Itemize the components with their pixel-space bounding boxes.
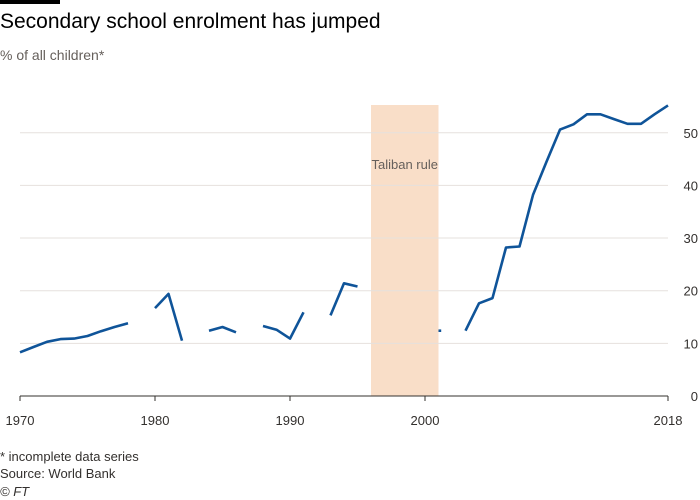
annotation-label: Taliban rule [372,157,439,172]
copyright-note: © FT [0,484,30,499]
x-tick-label: 2000 [411,413,440,428]
brand-bar [0,0,60,4]
y-tick-label: 50 [684,126,698,141]
chart-subtitle: % of all children* [0,47,105,63]
y-tick-label: 10 [684,336,698,351]
x-tick-label: 1970 [6,413,35,428]
series-line-segment [208,325,237,334]
y-tick-label: 0 [691,389,698,404]
series-line-segment [464,104,669,332]
x-tick-label: 1990 [276,413,305,428]
y-tick-label: 20 [684,284,698,299]
x-tick-label: 2018 [654,413,683,428]
series-line-segment [154,292,184,342]
y-tick-label: 40 [684,178,698,193]
taliban-rule-band [371,105,439,396]
x-tick-label: 1980 [141,413,170,428]
series-line-segment [262,311,305,340]
footnote: * incomplete data series [0,449,139,464]
series-line-segment [329,281,358,316]
chart-svg: 0 10 20 30 40 50 Taliban rule 1970 1980 1990 2000 2… [6,104,698,428]
series-line-segment [19,322,129,354]
y-tick-label: 30 [684,231,698,246]
chart-title: Secondary school enrolment has jumped [0,10,381,33]
source-note: Source: World Bank [0,466,116,481]
